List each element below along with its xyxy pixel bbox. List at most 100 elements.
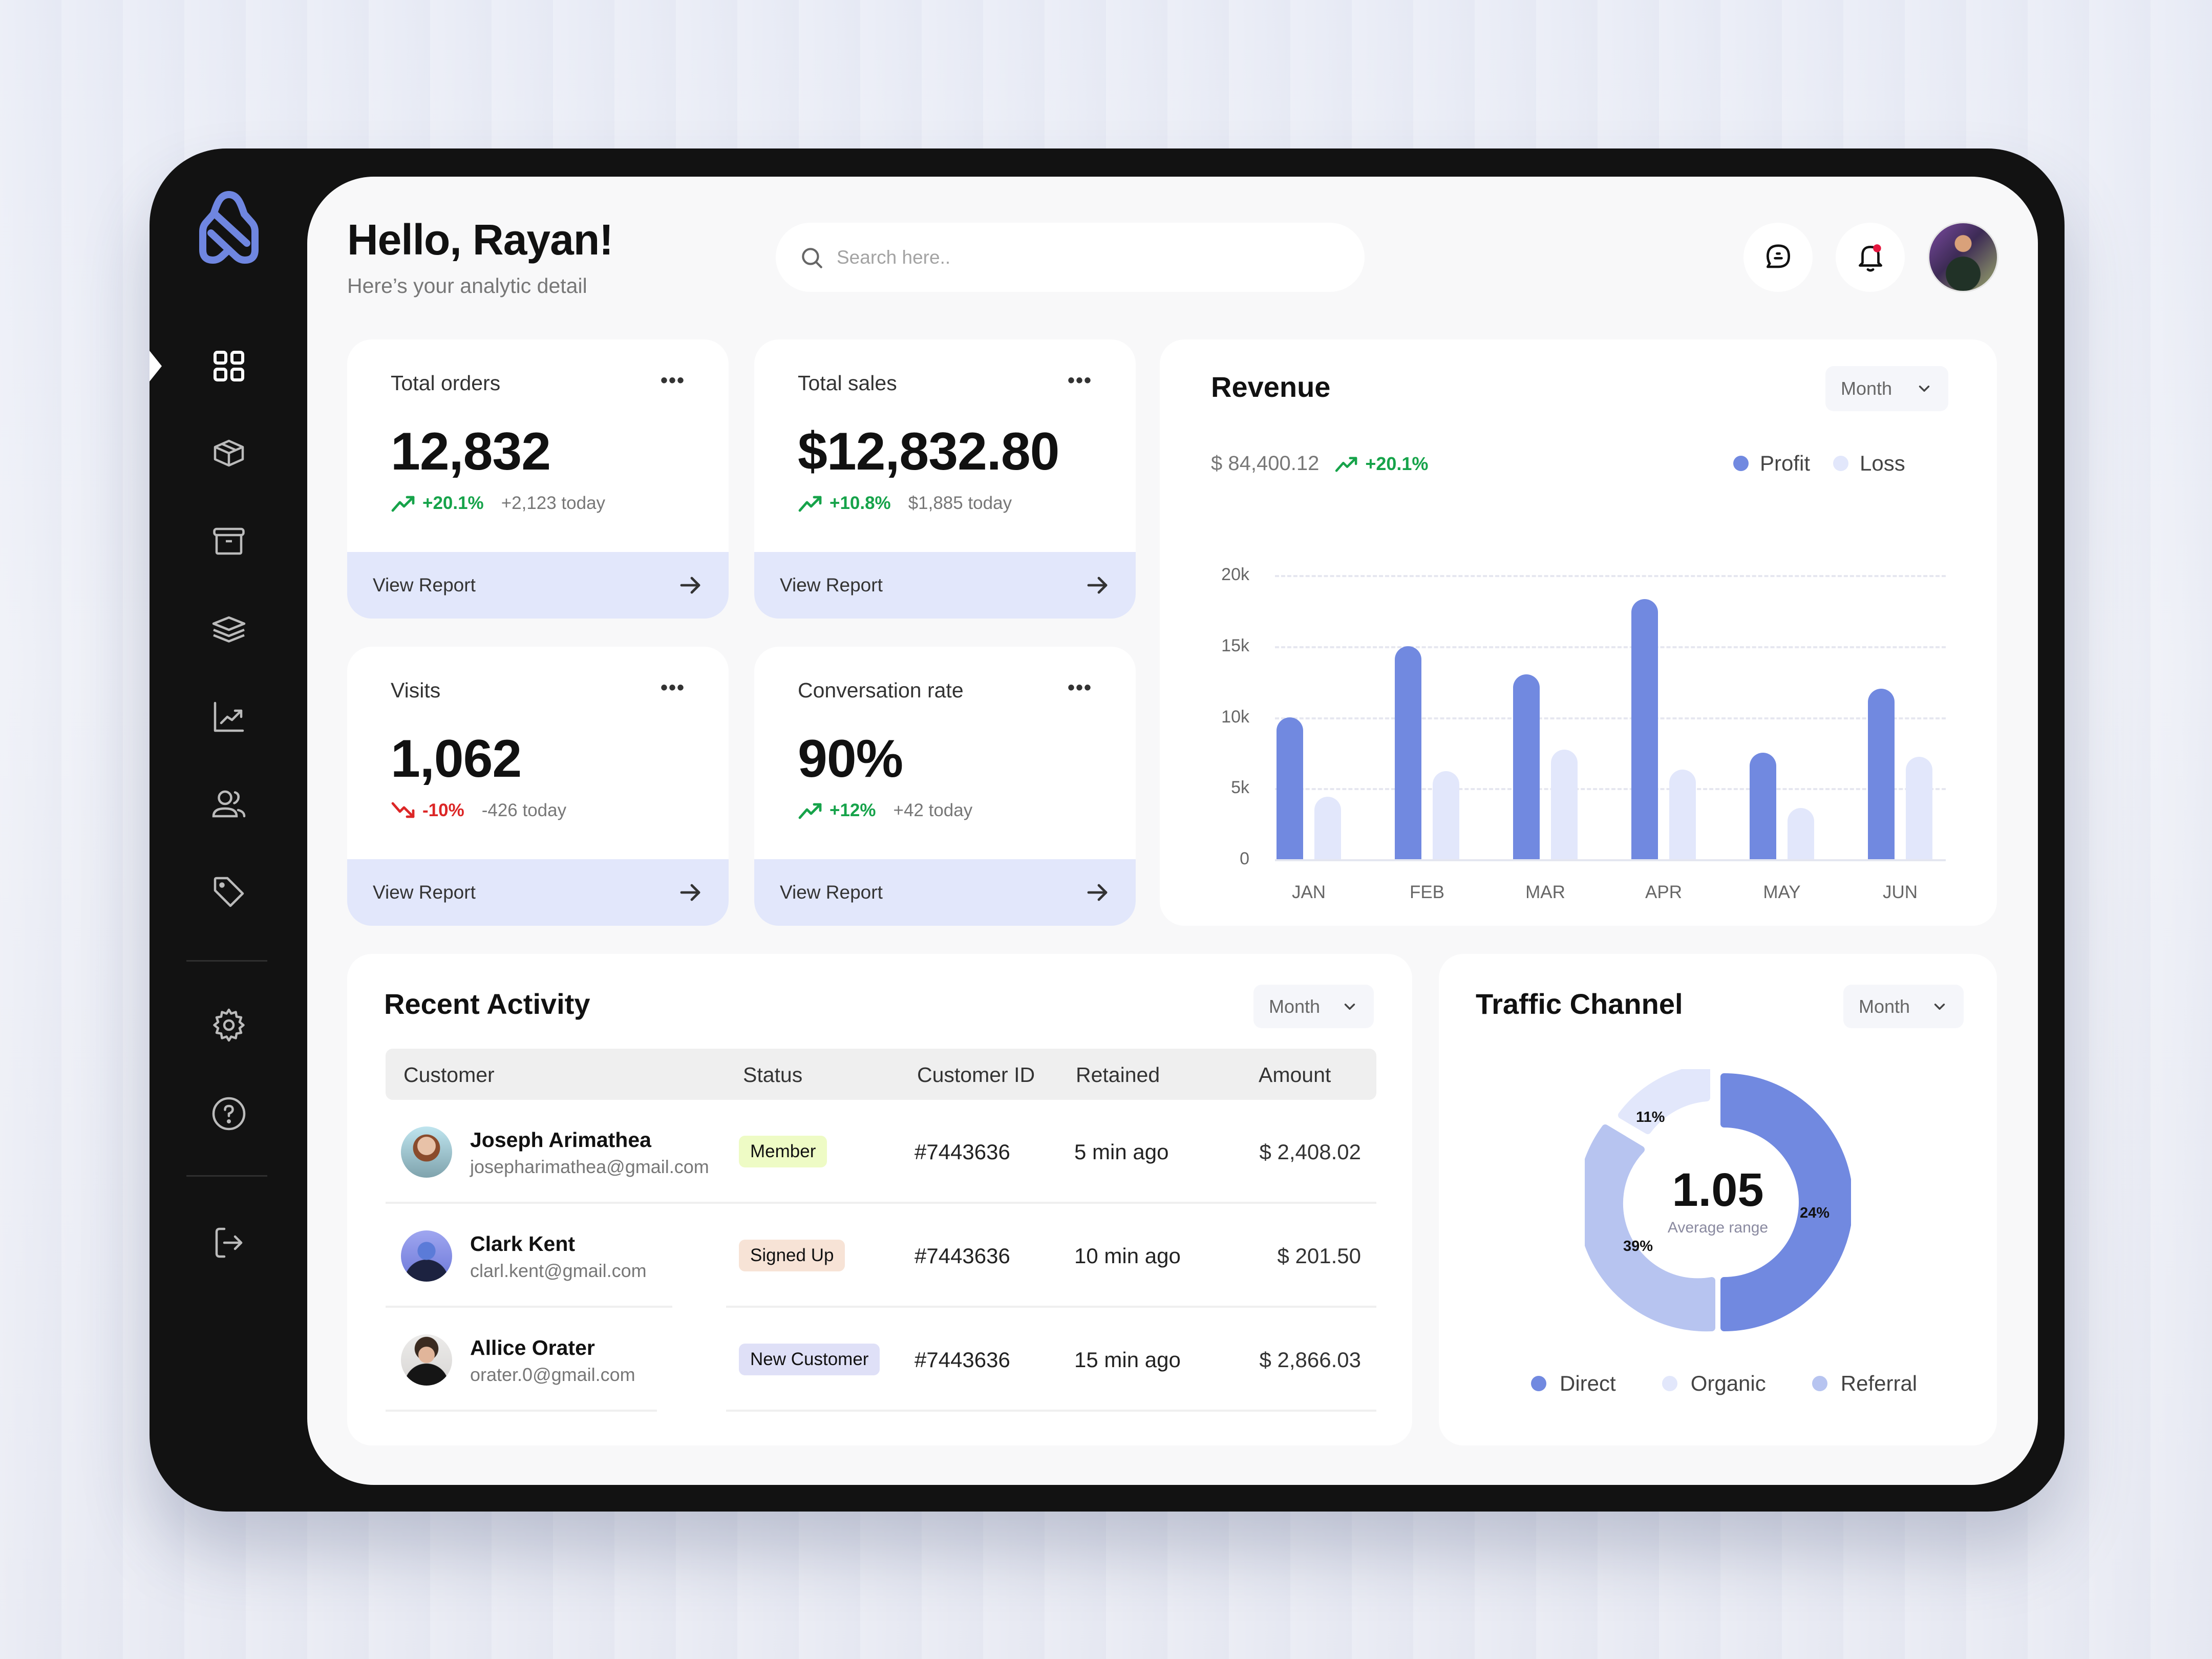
search-bar[interactable]	[776, 223, 1365, 292]
bar-loss-may[interactable]	[1788, 808, 1814, 859]
stat-change: -10% -426 today	[391, 800, 566, 821]
x-axis-tick: FEB	[1409, 882, 1445, 902]
arrow-right-icon	[680, 884, 700, 901]
sidebar-item-layers[interactable]	[201, 600, 257, 656]
row-divider	[386, 1202, 729, 1204]
x-axis-tick: APR	[1645, 882, 1682, 902]
stat-value: 90%	[798, 729, 903, 789]
stat-card-total-sales: Total sales ••• $12,832.80 +10.8% $1,885…	[754, 339, 1136, 619]
bar-profit-apr[interactable]	[1631, 599, 1658, 859]
arrow-right-icon	[1087, 884, 1108, 901]
bar-profit-feb[interactable]	[1395, 646, 1421, 859]
more-options-icon[interactable]: •••	[660, 369, 685, 392]
trend-up-icon	[1335, 456, 1357, 472]
column-status[interactable]: Status	[743, 1063, 803, 1087]
arrow-right-icon	[1087, 577, 1108, 594]
column-customer[interactable]: Customer	[403, 1063, 495, 1087]
traffic-channel-card: Traffic Channel Month 1.05 Average range…	[1439, 954, 1997, 1445]
view-report-button[interactable]: View Report	[754, 552, 1136, 619]
sidebar-item-tags[interactable]	[201, 864, 257, 920]
bar-loss-apr[interactable]	[1669, 770, 1696, 859]
traffic-period-dropdown[interactable]: Month	[1843, 985, 1964, 1028]
more-options-icon[interactable]: •••	[1067, 369, 1092, 392]
revenue-total: $ 84,400.12 +20.1%	[1211, 452, 1429, 475]
traffic-donut-chart: 1.05 Average range 11% 24% 39%	[1577, 1065, 1853, 1335]
bar-loss-jun[interactable]	[1906, 757, 1932, 859]
stat-title: Total sales	[798, 371, 897, 395]
donut-segment-referral	[1577, 1124, 1715, 1332]
user-avatar[interactable]	[1928, 222, 1998, 292]
main-content: Hello, Rayan! Here’s your analytic detai…	[307, 177, 2038, 1485]
table-row[interactable]: Joseph Arimathea josepharimathea@gmail.c…	[386, 1100, 1376, 1204]
table-header: Customer Status Customer ID Retained Amo…	[386, 1049, 1376, 1100]
status-badge: Signed Up	[739, 1240, 845, 1271]
customer-id: #7443636	[914, 1140, 1010, 1164]
more-options-icon[interactable]: •••	[1067, 676, 1092, 699]
sidebar-item-products[interactable]	[201, 425, 257, 481]
bar-profit-may[interactable]	[1750, 752, 1776, 859]
sidebar-item-logout[interactable]	[201, 1215, 257, 1271]
average-range-label: Average range	[1667, 1219, 1769, 1236]
average-range-value: 1.05	[1672, 1163, 1764, 1216]
shopping-bag-logo-icon[interactable]	[196, 189, 262, 266]
sidebar-item-settings[interactable]	[201, 997, 257, 1053]
table-row[interactable]: Allice Orater orater.0@gmail.com New Cus…	[386, 1308, 1376, 1412]
amount: $ 2,866.03	[1259, 1348, 1361, 1372]
logout-icon	[215, 1227, 243, 1258]
bar-loss-feb[interactable]	[1433, 771, 1459, 859]
row-divider	[386, 1410, 657, 1412]
page-title: Hello, Rayan!	[347, 216, 613, 264]
bar-loss-mar[interactable]	[1551, 750, 1578, 859]
view-report-button[interactable]: View Report	[347, 552, 729, 619]
activity-period-dropdown[interactable]: Month	[1253, 985, 1374, 1028]
sidebar-item-customers[interactable]	[201, 776, 257, 832]
row-divider	[726, 1410, 1376, 1412]
status-badge: Member	[739, 1136, 827, 1167]
column-amount[interactable]: Amount	[1259, 1063, 1331, 1087]
referral-pct: 39%	[1623, 1238, 1653, 1254]
bar-loss-jan[interactable]	[1314, 796, 1341, 859]
donut-segment-direct	[1720, 1073, 1853, 1331]
revenue-title: Revenue	[1211, 371, 1331, 403]
customer-email: clarl.kent@gmail.com	[470, 1260, 647, 1281]
bar-profit-mar[interactable]	[1513, 674, 1540, 859]
view-report-button[interactable]: View Report	[347, 859, 729, 926]
column-customer-id[interactable]: Customer ID	[917, 1063, 1035, 1087]
y-axis-tick: 5k	[1231, 778, 1249, 798]
revenue-card: Revenue Month $ 84,400.12 +20.1% Profit …	[1160, 339, 1997, 926]
amount: $ 2,408.02	[1259, 1140, 1361, 1164]
amount: $ 201.50	[1277, 1244, 1362, 1268]
gridline	[1275, 575, 1946, 577]
stat-title: Conversation rate	[798, 678, 964, 702]
bar-profit-jun[interactable]	[1868, 689, 1895, 859]
y-axis-tick: 10k	[1221, 707, 1249, 727]
legend-profit: Profit	[1733, 451, 1810, 476]
messages-button[interactable]	[1743, 223, 1813, 292]
customer-id: #7443636	[914, 1244, 1010, 1268]
sidebar-item-archive[interactable]	[201, 513, 257, 569]
search-input[interactable]	[837, 246, 1298, 268]
more-options-icon[interactable]: •••	[660, 676, 685, 699]
legend-referral: Referral	[1812, 1371, 1917, 1396]
users-icon	[212, 790, 246, 818]
customer-name: Allice Orater	[470, 1336, 595, 1359]
donut-center: 1.05 Average range	[1585, 1069, 1851, 1335]
view-report-button[interactable]: View Report	[754, 859, 1136, 926]
x-axis	[1275, 859, 1946, 861]
trend-up-icon	[798, 803, 822, 819]
tag-icon	[214, 877, 244, 907]
notifications-button[interactable]	[1836, 223, 1905, 292]
chart-line-icon	[214, 701, 244, 732]
customer-name: Joseph Arimathea	[470, 1128, 651, 1152]
trend-down-icon	[391, 802, 415, 818]
sidebar-item-analytics[interactable]	[201, 689, 257, 745]
table-row[interactable]: Clark Kent clarl.kent@gmail.com Signed U…	[386, 1204, 1376, 1308]
revenue-period-dropdown[interactable]: Month	[1825, 366, 1948, 411]
sidebar-item-help[interactable]	[201, 1086, 257, 1142]
column-retained[interactable]: Retained	[1076, 1063, 1160, 1087]
bar-profit-jan[interactable]	[1277, 717, 1303, 859]
donut-segment-organic	[1618, 1065, 1710, 1134]
x-axis-tick: MAR	[1525, 882, 1565, 902]
sidebar-item-dashboard[interactable]	[201, 338, 257, 394]
chevron-down-icon	[1344, 1003, 1355, 1010]
